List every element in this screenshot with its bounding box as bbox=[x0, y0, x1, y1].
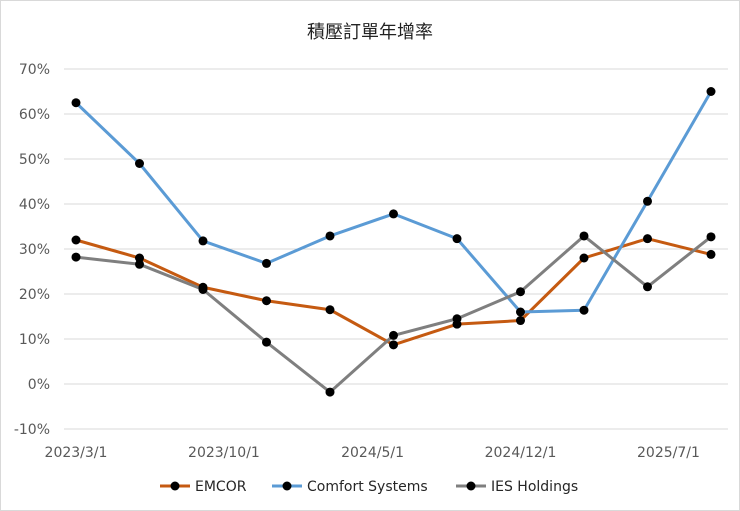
data-point bbox=[516, 307, 525, 317]
data-point bbox=[135, 159, 144, 168]
data-point bbox=[135, 253, 144, 263]
data-point bbox=[579, 231, 589, 241]
chart-title: 積壓訂單年增率 bbox=[307, 22, 433, 43]
y-tick-label: 40% bbox=[19, 197, 50, 213]
legend-label: EMCOR bbox=[195, 479, 247, 495]
data-point bbox=[71, 252, 81, 262]
y-tick-label: 50% bbox=[19, 152, 50, 168]
data-point bbox=[325, 305, 335, 315]
series-line bbox=[74, 234, 713, 394]
x-tick-label: 2025/7/1 bbox=[637, 445, 700, 461]
y-tick-label: 20% bbox=[19, 287, 50, 303]
x-tick-label: 2023/10/1 bbox=[188, 445, 260, 461]
data-point bbox=[706, 249, 716, 259]
data-point bbox=[262, 258, 271, 268]
data-point bbox=[579, 253, 589, 263]
gridlines bbox=[64, 68, 728, 430]
data-point bbox=[516, 287, 525, 297]
data-point bbox=[71, 235, 81, 245]
data-point bbox=[325, 387, 335, 397]
data-point bbox=[198, 236, 208, 246]
data-point bbox=[389, 340, 398, 350]
y-tick-label: 0% bbox=[28, 377, 50, 393]
data-point bbox=[325, 231, 335, 241]
legend: EMCOR Comfort Systems IES Holdings bbox=[160, 479, 578, 495]
legend-label: IES Holdings bbox=[491, 479, 578, 495]
y-tick-label: 70% bbox=[19, 62, 50, 78]
data-point bbox=[643, 282, 652, 292]
data-point bbox=[135, 259, 144, 269]
series-line bbox=[74, 90, 713, 314]
data-point bbox=[389, 209, 398, 219]
data-point bbox=[516, 316, 525, 326]
legend-label: Comfort Systems bbox=[307, 479, 428, 495]
data-point bbox=[389, 330, 398, 340]
data-point bbox=[706, 232, 716, 242]
data-point bbox=[198, 285, 208, 294]
legend-swatch-marker bbox=[170, 481, 180, 491]
data-point bbox=[452, 234, 462, 244]
legend-swatch-marker bbox=[282, 481, 292, 491]
y-tick-label: 30% bbox=[19, 242, 50, 258]
y-axis-ticks: 70% 60% 50% 40% 30% 20% 10% 0% -10% bbox=[14, 62, 50, 438]
data-point bbox=[643, 234, 652, 244]
data-point bbox=[643, 196, 652, 206]
legend-swatch-marker bbox=[466, 481, 476, 491]
data-point bbox=[706, 87, 716, 96]
y-tick-label: 60% bbox=[19, 107, 50, 123]
data-point bbox=[579, 305, 589, 315]
series-layer bbox=[71, 87, 716, 397]
x-tick-label: 2024/12/1 bbox=[485, 445, 557, 461]
y-tick-label: -10% bbox=[14, 422, 50, 438]
x-tick-label: 2024/5/1 bbox=[341, 445, 404, 461]
y-tick-label: 10% bbox=[19, 332, 50, 348]
data-point bbox=[452, 314, 462, 324]
data-point bbox=[262, 296, 271, 306]
data-point bbox=[71, 98, 81, 108]
data-point bbox=[262, 337, 271, 347]
x-tick-label: 2023/3/1 bbox=[45, 445, 108, 461]
x-axis-ticks: 2023/3/1 2023/10/1 2024/5/1 2024/12/1 2025/7… bbox=[45, 445, 700, 461]
